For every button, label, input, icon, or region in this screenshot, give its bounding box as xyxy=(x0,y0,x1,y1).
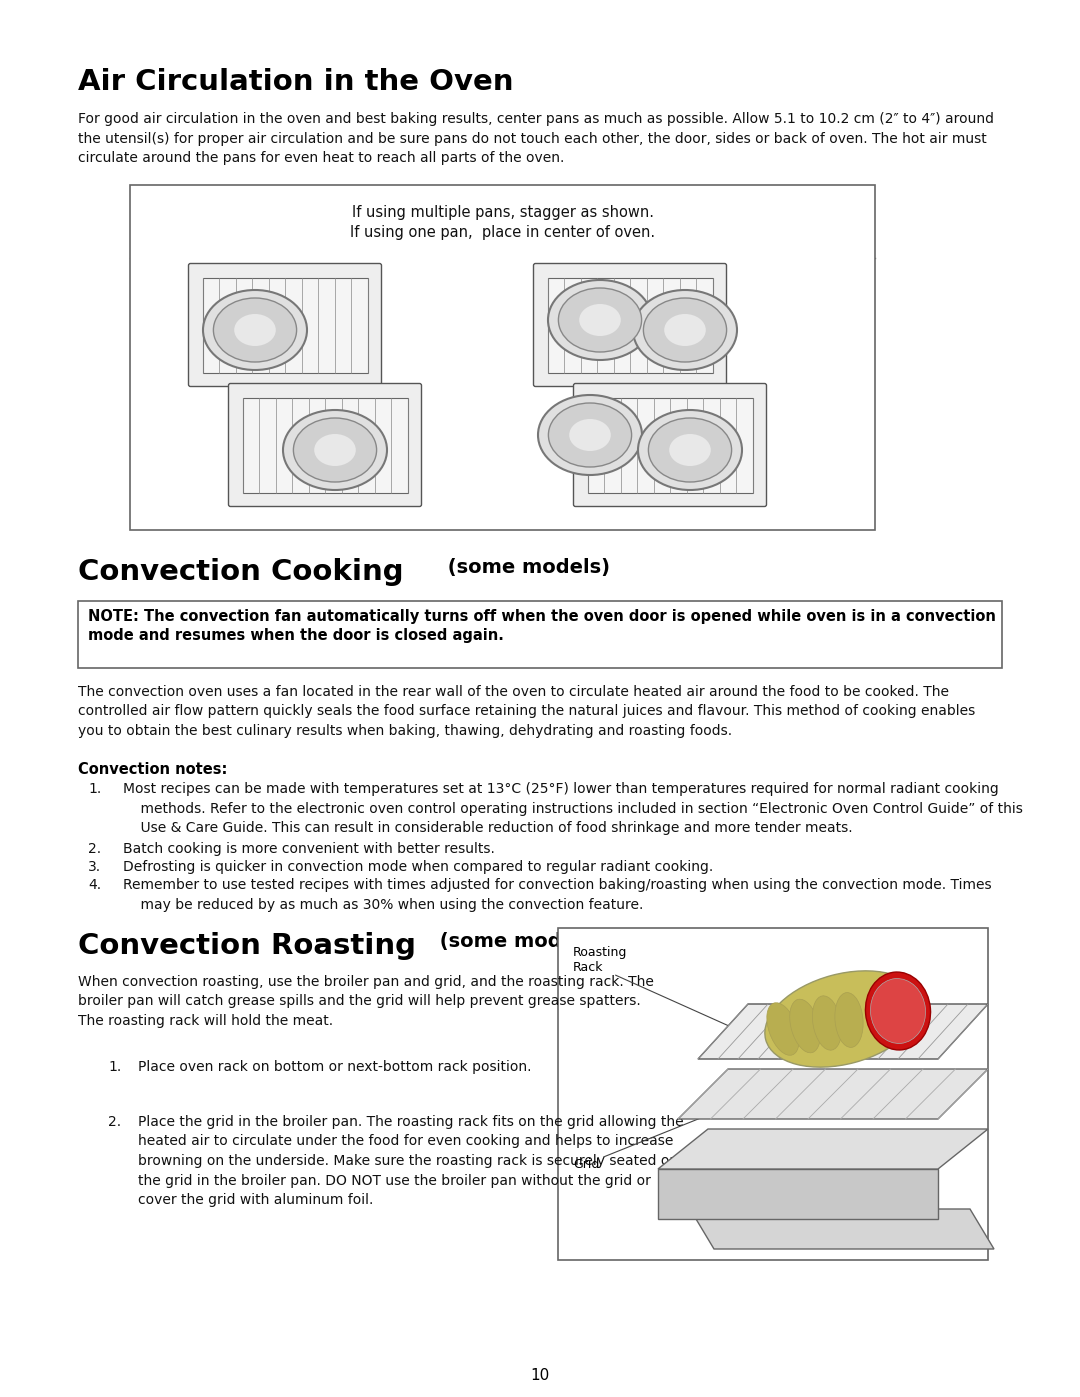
Text: Broiler Pan: Broiler Pan xyxy=(897,1225,966,1238)
Ellipse shape xyxy=(214,298,297,362)
Text: Roasting
Rack: Roasting Rack xyxy=(573,946,627,974)
Ellipse shape xyxy=(835,993,863,1048)
Ellipse shape xyxy=(314,434,355,467)
Ellipse shape xyxy=(789,999,821,1053)
Text: 2.: 2. xyxy=(108,1115,121,1129)
Ellipse shape xyxy=(664,314,706,346)
Ellipse shape xyxy=(234,314,275,346)
Text: Air Circulation in the Oven: Air Circulation in the Oven xyxy=(78,68,513,96)
Text: If using one pan,  place in center of oven.: If using one pan, place in center of ove… xyxy=(350,225,656,240)
Text: Convection notes:: Convection notes: xyxy=(78,761,228,777)
Ellipse shape xyxy=(870,978,926,1044)
Ellipse shape xyxy=(549,402,632,467)
Text: 3.: 3. xyxy=(87,861,102,875)
FancyBboxPatch shape xyxy=(534,264,727,387)
Bar xyxy=(558,928,988,1260)
Text: Remember to use tested recipes with times adjusted for convection baking/roastin: Remember to use tested recipes with time… xyxy=(123,877,991,911)
Text: (some models): (some models) xyxy=(441,557,610,577)
Text: NOTE: The convection fan automatically turns off when the oven door is opened wh: NOTE: The convection fan automatically t… xyxy=(87,609,996,624)
Bar xyxy=(78,601,1002,668)
Text: The convection oven uses a fan located in the rear wall of the oven to circulate: The convection oven uses a fan located i… xyxy=(78,685,975,738)
Ellipse shape xyxy=(294,418,377,482)
Text: For good air circulation in the oven and best baking results, center pans as muc: For good air circulation in the oven and… xyxy=(78,112,994,165)
Bar xyxy=(203,278,367,373)
Text: Convection Cooking: Convection Cooking xyxy=(78,557,404,585)
Polygon shape xyxy=(658,1129,988,1169)
Bar xyxy=(548,278,713,373)
Text: (some models): (some models) xyxy=(433,932,602,951)
Text: 10: 10 xyxy=(530,1368,550,1383)
FancyBboxPatch shape xyxy=(229,384,421,507)
Ellipse shape xyxy=(765,971,921,1067)
Bar xyxy=(130,184,875,529)
Text: Convection Roasting: Convection Roasting xyxy=(78,932,416,960)
Polygon shape xyxy=(698,1004,988,1059)
Bar xyxy=(588,398,753,493)
Ellipse shape xyxy=(203,291,307,370)
Ellipse shape xyxy=(670,434,711,467)
Polygon shape xyxy=(690,1208,994,1249)
Ellipse shape xyxy=(648,418,731,482)
Text: Place oven rack on bottom or next-bottom rack position.: Place oven rack on bottom or next-bottom… xyxy=(138,1060,531,1074)
Ellipse shape xyxy=(538,395,642,475)
Ellipse shape xyxy=(558,288,642,352)
Bar xyxy=(243,398,407,493)
FancyBboxPatch shape xyxy=(573,384,767,507)
Text: When convection roasting, use the broiler pan and grid, and the roasting rack. T: When convection roasting, use the broile… xyxy=(78,975,653,1028)
Text: Grid: Grid xyxy=(573,1158,599,1171)
Polygon shape xyxy=(658,1169,939,1220)
Ellipse shape xyxy=(579,305,621,337)
Text: mode and resumes when the door is closed again.: mode and resumes when the door is closed… xyxy=(87,629,504,643)
Text: Place the grid in the broiler pan. The roasting rack fits on the grid allowing t: Place the grid in the broiler pan. The r… xyxy=(138,1115,684,1207)
Text: Most recipes can be made with temperatures set at 13°C (25°F) lower than tempera: Most recipes can be made with temperatur… xyxy=(123,782,1023,835)
Ellipse shape xyxy=(569,419,611,451)
Text: Defrosting is quicker in convection mode when compared to regular radiant cookin: Defrosting is quicker in convection mode… xyxy=(123,861,713,875)
Text: 1.: 1. xyxy=(108,1060,121,1074)
Ellipse shape xyxy=(812,996,841,1051)
Ellipse shape xyxy=(865,972,931,1051)
Text: 4.: 4. xyxy=(87,877,102,893)
Text: Batch cooking is more convenient with better results.: Batch cooking is more convenient with be… xyxy=(123,842,495,856)
Text: If using multiple pans, stagger as shown.: If using multiple pans, stagger as shown… xyxy=(351,205,653,219)
Ellipse shape xyxy=(767,1003,799,1055)
Ellipse shape xyxy=(644,298,727,362)
FancyBboxPatch shape xyxy=(189,264,381,387)
Ellipse shape xyxy=(638,409,742,490)
Text: 1.: 1. xyxy=(87,782,102,796)
Ellipse shape xyxy=(633,291,737,370)
Polygon shape xyxy=(678,1069,988,1119)
Ellipse shape xyxy=(548,279,652,360)
Text: 2.: 2. xyxy=(87,842,102,856)
Ellipse shape xyxy=(283,409,387,490)
